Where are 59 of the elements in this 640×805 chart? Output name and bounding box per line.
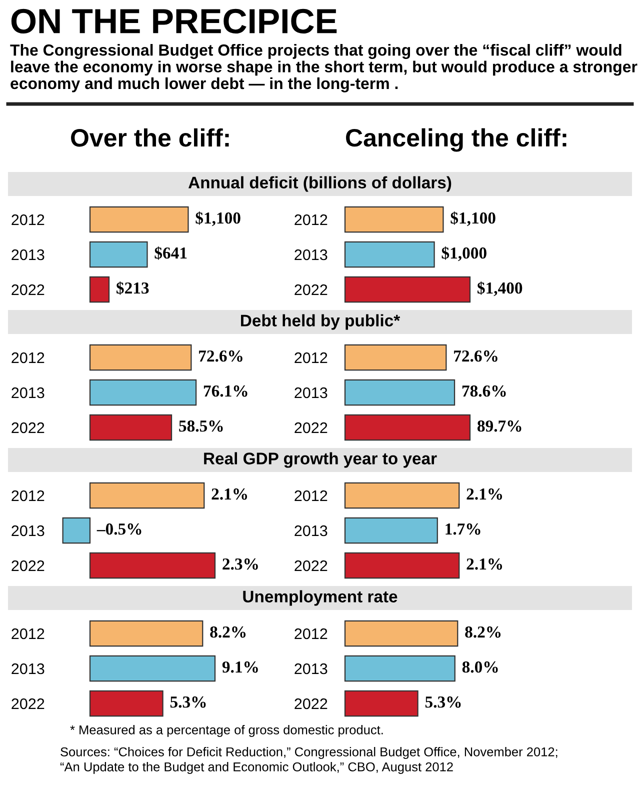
y-tick-label: 2013: [294, 387, 328, 398]
y-tick-label: 2012: [294, 214, 328, 226]
y-tick-label: 2022: [12, 422, 44, 434]
data-label: 76.1%: [204, 385, 248, 397]
y-tick-label: 2022: [294, 698, 328, 710]
y-tick-label: 2012: [12, 214, 44, 226]
y-tick-label: 2012: [294, 628, 328, 640]
y-tick-label: 2013: [12, 387, 44, 398]
data-label: 2.1%: [212, 488, 248, 500]
text: ON THE PRECIPICE: [11, 8, 337, 34]
y-tick-label: 2012: [12, 628, 44, 640]
data-label: 8.0%: [462, 661, 498, 673]
data-label: 78.6%: [462, 385, 506, 397]
data-label: 2.1%: [466, 488, 502, 500]
y-tick-label: 2022: [12, 560, 44, 572]
data-label: 8.2%: [210, 626, 246, 638]
text: Real GDP growth year to year: [204, 452, 437, 468]
y-tick-label: 2022: [294, 560, 328, 572]
y-tick-label: 2013: [12, 663, 44, 674]
y-tick-label: 2022: [294, 422, 328, 434]
text: Debt held by public*: [241, 314, 400, 330]
y-tick-label: 2013: [294, 663, 328, 674]
y-tick-label: 2012: [294, 490, 328, 502]
data-label: 89.7%: [478, 420, 522, 432]
y-tick-label: 2012: [12, 490, 44, 502]
chart-title: Over the cliff:: [71, 128, 229, 147]
data-label: 58.5%: [179, 420, 223, 432]
data-label: $213: [116, 281, 149, 295]
data-label: $1,000: [442, 246, 486, 262]
data-label: 72.6%: [454, 350, 498, 362]
chart-title: Canceling the cliff:: [346, 128, 566, 152]
data-label: 8.2%: [465, 626, 501, 638]
data-label: 1.7%: [446, 523, 480, 535]
y-tick-label: 2013: [12, 249, 44, 260]
data-label: 5.3%: [425, 696, 461, 708]
data-label: 5.3%: [170, 696, 206, 708]
source-note: Sources: “Choices for Deficit Reduction,” Congressional Budget Office, November 2012;: [60, 747, 558, 759]
text: “An Update to the Budget and Economic Outlook,” CBO, August 2012: [60, 762, 453, 774]
text: * Measured as a percentage of gross domestic product.: [70, 725, 383, 737]
data-label: 9.1%: [222, 661, 258, 673]
data-label: $1,400: [478, 281, 522, 296]
y-tick-label: 2022: [294, 284, 328, 296]
data-label: 2.1%: [466, 558, 502, 570]
data-label: 2.3%: [222, 558, 258, 570]
data-label: $1,100: [450, 211, 496, 226]
data-label: 72.6%: [199, 350, 242, 362]
data-label: $641: [154, 246, 187, 260]
text: Unemployment rate: [243, 590, 398, 606]
y-tick-label: 2013: [12, 525, 44, 536]
y-tick-label: 2012: [12, 352, 44, 364]
y-tick-label: 2013: [294, 249, 328, 260]
data-label: $1,100: [196, 211, 240, 226]
y-tick-label: 2012: [294, 352, 328, 364]
y-tick-label: 2013: [294, 525, 328, 536]
text: Annual deficit (billions of dollars): [188, 176, 452, 192]
y-tick-label: 2022: [12, 284, 44, 296]
data-label: –0.5%: [96, 523, 142, 535]
text: The Congressional Budget Office projects that going over the “fiscal cliff” would leave the economy in worse shape in the short term, but would produce a stronger economy and much lower debt — in the long-term .: [10, 44, 638, 92]
y-tick-label: 2022: [12, 698, 44, 710]
